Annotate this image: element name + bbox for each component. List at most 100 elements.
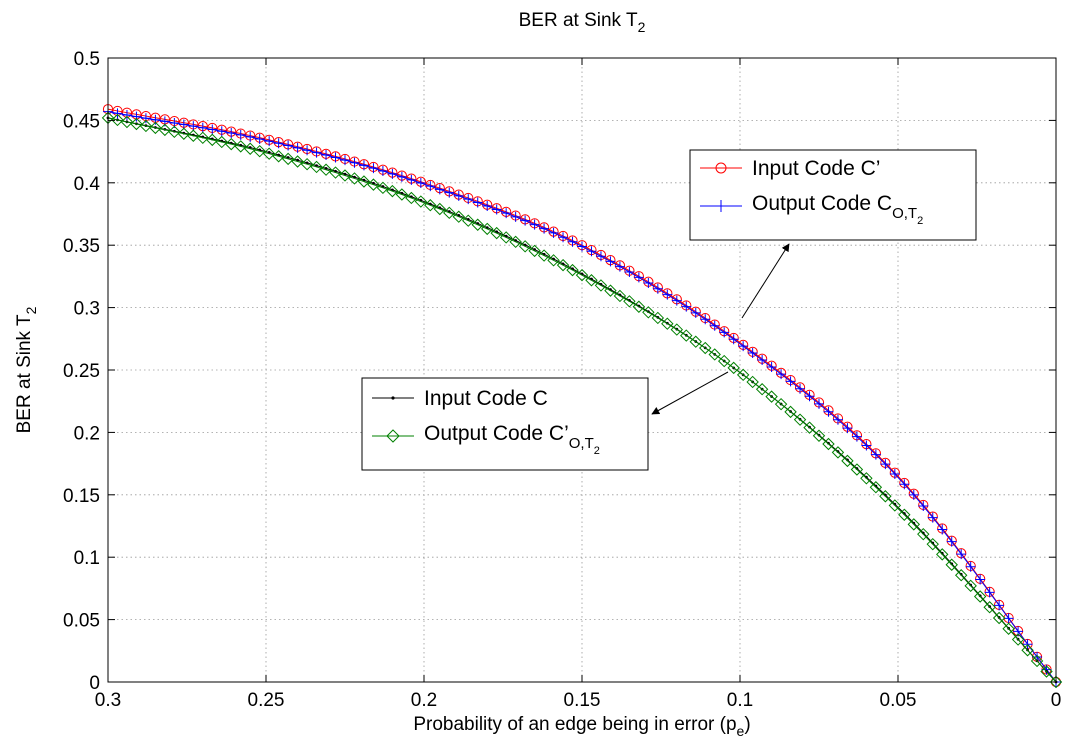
data-point xyxy=(700,314,711,325)
data-point xyxy=(377,165,388,176)
data-point xyxy=(177,127,191,140)
data-point xyxy=(452,210,465,223)
legend-center-entry-0: Input Code C xyxy=(372,387,548,410)
x-axis-label-main: Probability of an edge being in error (p xyxy=(413,714,736,735)
data-point xyxy=(689,335,702,348)
y-tick-label: 0.15 xyxy=(63,486,100,507)
legend-center-box xyxy=(361,377,649,471)
data-point xyxy=(302,145,313,156)
data-point xyxy=(330,152,341,163)
data-point xyxy=(424,199,437,212)
data-point xyxy=(357,175,371,188)
data-point xyxy=(907,518,921,531)
data-point xyxy=(746,375,759,389)
data-point xyxy=(774,397,788,411)
data-point xyxy=(671,295,682,306)
data-point xyxy=(936,548,949,561)
data-point xyxy=(216,126,227,137)
data-point xyxy=(908,489,919,500)
data-point xyxy=(1003,613,1014,624)
x-tick-label: 0.1 xyxy=(727,690,753,711)
data-point xyxy=(300,157,314,171)
data-point xyxy=(927,512,938,523)
data-point xyxy=(898,508,911,521)
y-axis-label-sub: 2 xyxy=(23,306,39,314)
data-point xyxy=(1021,644,1034,657)
x-tick-label: 0.3 xyxy=(95,690,121,711)
data-point xyxy=(661,317,674,330)
x-axis-label-sub: e xyxy=(737,723,745,739)
series-3 xyxy=(101,111,1063,689)
data-point xyxy=(367,178,380,191)
x-axis-label: Probability of an edge being in error (p… xyxy=(413,714,750,739)
data-point xyxy=(348,172,361,185)
legend-upper: Input Code C’ Output Code CO,T2 xyxy=(689,149,977,241)
data-point xyxy=(860,472,873,485)
data-point xyxy=(757,355,768,366)
data-point xyxy=(434,184,445,195)
data-point xyxy=(994,600,1005,611)
data-point xyxy=(262,147,276,160)
data-point xyxy=(594,279,608,292)
data-point xyxy=(187,129,200,142)
data-point xyxy=(215,135,228,149)
data-point xyxy=(738,341,749,352)
y-tick-label: 0.2 xyxy=(74,423,100,444)
data-point xyxy=(206,133,219,147)
data-point xyxy=(965,561,976,572)
data-point xyxy=(681,301,692,312)
y-tick-label: 0.05 xyxy=(63,611,100,632)
data-point xyxy=(340,155,350,166)
legend-center-entry-1: Output Code C’O,T2 xyxy=(372,422,600,457)
data-point xyxy=(539,223,550,234)
data-point xyxy=(956,549,967,560)
data-point xyxy=(784,405,797,419)
data-point xyxy=(490,226,503,240)
data-point xyxy=(272,150,285,163)
data-point xyxy=(719,327,730,338)
data-point xyxy=(575,268,589,282)
x-axis-label-tail: ) xyxy=(744,714,750,735)
data-point xyxy=(946,536,957,547)
tick-group: 0.3 0.25 0.2 0.15 0.1 0.05 0 0 0.05 0.1 0.15 0.2 0.2… xyxy=(63,49,1061,711)
data-point xyxy=(196,131,210,144)
data-point xyxy=(577,241,587,252)
legend-marker-diamond xyxy=(386,429,400,443)
data-point xyxy=(225,137,238,151)
chart-title-main: BER at Sink T xyxy=(519,10,638,31)
data-point xyxy=(983,601,996,614)
data-point xyxy=(879,490,892,503)
x-tick-label: 0.25 xyxy=(248,690,285,711)
data-point xyxy=(917,527,930,541)
data-point xyxy=(888,499,902,512)
data-point xyxy=(245,131,256,142)
data-point xyxy=(556,258,570,272)
data-point xyxy=(842,423,853,434)
data-point xyxy=(310,160,323,174)
data-point xyxy=(954,569,968,582)
data-point xyxy=(795,383,806,394)
data-point xyxy=(139,119,153,133)
data-point xyxy=(680,329,693,342)
data-point xyxy=(558,232,569,243)
y-tick-label: 0.1 xyxy=(74,548,100,569)
data-point xyxy=(528,244,541,258)
data-point xyxy=(501,208,512,219)
data-point xyxy=(624,266,635,277)
data-point xyxy=(548,227,559,238)
data-point xyxy=(614,261,625,272)
data-point xyxy=(1011,633,1025,646)
data-point xyxy=(717,354,731,368)
legend-label-output-code-c-prime-ot2: Output Code C’O,T2 xyxy=(424,422,600,457)
data-point xyxy=(472,197,483,208)
data-point xyxy=(662,289,673,300)
data-point xyxy=(471,218,484,231)
data-point xyxy=(604,284,617,297)
y-tick-label: 0.5 xyxy=(74,49,100,70)
data-point xyxy=(812,429,826,442)
data-point xyxy=(291,155,304,168)
data-point xyxy=(823,406,834,417)
data-point xyxy=(632,300,646,313)
data-point xyxy=(973,590,987,603)
